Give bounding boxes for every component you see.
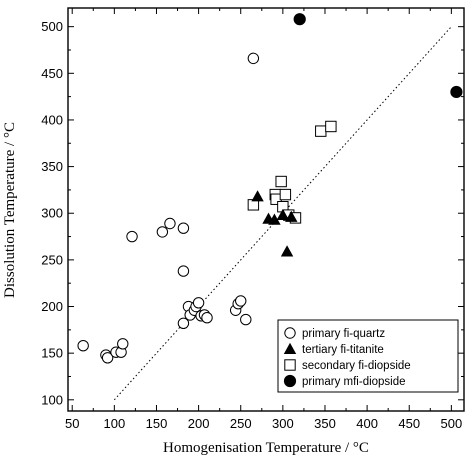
y-tick-label: 500 — [41, 19, 63, 34]
x-tick-label: 400 — [356, 416, 378, 431]
legend: primary fi-quartz tertiary fi-titanite sec… — [277, 319, 459, 393]
point-primary-mfi-diopside — [293, 13, 306, 26]
point-primary-fi-quartz — [247, 52, 260, 65]
point-primary-fi-quartz — [77, 339, 89, 352]
x-tick-label: 150 — [146, 416, 168, 431]
point-primary-fi-quartz — [177, 222, 190, 234]
x-tick-labels: 50 100 150 200 250 300 350 400 450 500 — [65, 416, 462, 431]
point-primary-fi-quartz — [201, 312, 213, 324]
point-secondary-fi-diopside — [279, 188, 292, 201]
x-tick-label: 500 — [441, 416, 463, 431]
point-tertiary-fi-titanite — [251, 190, 264, 202]
point-secondary-fi-diopside — [325, 120, 337, 133]
point-primary-fi-quartz — [164, 217, 176, 230]
legend-marker — [283, 374, 297, 388]
y-tick-label: 300 — [41, 206, 63, 221]
y-tick-labels: 100 150 200 250 300 350 400 450 500 — [41, 19, 63, 407]
point-primary-fi-quartz — [177, 265, 190, 277]
y-tick-label: 200 — [41, 299, 63, 314]
legend-marker — [284, 327, 296, 339]
axis-ticks — [68, 8, 464, 411]
point-primary-fi-quartz — [177, 317, 190, 330]
point-primary-fi-quartz — [192, 297, 205, 309]
point-tertiary-fi-titanite — [276, 208, 290, 221]
x-tick-label: 200 — [188, 416, 210, 431]
y-tick-label: 450 — [41, 66, 63, 81]
legend-box — [277, 319, 459, 393]
legend-label: primary mfi-diopside — [302, 376, 406, 388]
y-tick-label: 400 — [41, 112, 63, 127]
x-tick-label: 450 — [398, 416, 420, 431]
point-tertiary-fi-titanite — [280, 245, 294, 257]
point-tertiary-fi-titanite — [285, 210, 298, 222]
y-axis-title: Dissolution Temperature / °C — [2, 122, 18, 298]
point-primary-mfi-diopside — [450, 85, 463, 99]
x-tick-label: 350 — [314, 416, 336, 431]
point-secondary-fi-diopside — [315, 125, 327, 137]
x-tick-label: 300 — [272, 416, 294, 431]
point-primary-fi-quartz — [117, 338, 129, 350]
y-tick-label: 350 — [41, 159, 63, 174]
legend-marker — [283, 342, 297, 354]
legend-label: tertiary fi-titanite — [302, 344, 384, 356]
y-tick-label: 150 — [41, 346, 63, 361]
plot-area-frame — [67, 7, 465, 412]
point-primary-fi-quartz — [101, 352, 114, 364]
point-primary-fi-quartz — [126, 230, 138, 243]
data-points — [77, 13, 463, 364]
x-axis-title: Homogenisation Temperature / °C — [163, 440, 369, 456]
point-primary-fi-quartz — [240, 313, 252, 326]
point-tertiary-fi-titanite — [268, 213, 281, 225]
x-tick-label: 250 — [230, 416, 252, 431]
point-primary-fi-quartz — [156, 226, 169, 238]
y-tick-label: 100 — [41, 392, 63, 407]
legend-label: secondary fi-diopside — [302, 360, 411, 372]
y-tick-label: 250 — [41, 252, 63, 267]
legend-label: primary fi-quartz — [302, 328, 385, 340]
point-primary-fi-quartz — [235, 295, 247, 307]
legend-marker — [284, 359, 296, 371]
x-tick-label: 50 — [65, 416, 79, 431]
x-tick-label: 100 — [103, 416, 125, 431]
point-secondary-fi-diopside — [275, 175, 287, 188]
